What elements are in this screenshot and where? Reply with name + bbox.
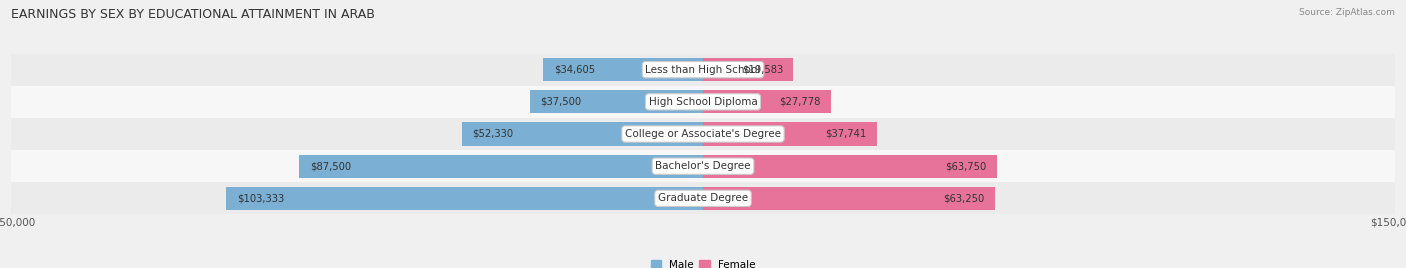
Text: $52,330: $52,330 (472, 129, 513, 139)
Text: Source: ZipAtlas.com: Source: ZipAtlas.com (1299, 8, 1395, 17)
Text: $27,778: $27,778 (779, 97, 821, 107)
Bar (299, 155, 703, 178)
Text: High School Diploma: High School Diploma (648, 97, 758, 107)
Bar (11, 54, 1395, 86)
Text: Bachelor's Degree: Bachelor's Degree (655, 161, 751, 171)
Text: $63,750: $63,750 (945, 161, 987, 171)
Bar (530, 90, 703, 113)
Bar (703, 90, 831, 113)
Text: $87,500: $87,500 (309, 161, 352, 171)
Text: $19,583: $19,583 (742, 65, 783, 75)
Text: $34,605: $34,605 (554, 65, 595, 75)
Legend: Male, Female: Male, Female (651, 260, 755, 268)
Text: College or Associate's Degree: College or Associate's Degree (626, 129, 780, 139)
Text: Graduate Degree: Graduate Degree (658, 193, 748, 203)
Text: $63,250: $63,250 (943, 193, 984, 203)
Text: EARNINGS BY SEX BY EDUCATIONAL ATTAINMENT IN ARAB: EARNINGS BY SEX BY EDUCATIONAL ATTAINMEN… (11, 8, 375, 21)
Bar (703, 122, 877, 146)
Text: $37,741: $37,741 (825, 129, 866, 139)
Text: Less than High School: Less than High School (645, 65, 761, 75)
Bar (226, 187, 703, 210)
Text: $103,333: $103,333 (236, 193, 284, 203)
Bar (11, 150, 1395, 182)
Bar (11, 118, 1395, 150)
Bar (703, 58, 793, 81)
Bar (703, 187, 994, 210)
Bar (11, 182, 1395, 214)
Bar (703, 155, 997, 178)
Bar (461, 122, 703, 146)
Text: $37,500: $37,500 (540, 97, 582, 107)
Bar (11, 86, 1395, 118)
Bar (543, 58, 703, 81)
